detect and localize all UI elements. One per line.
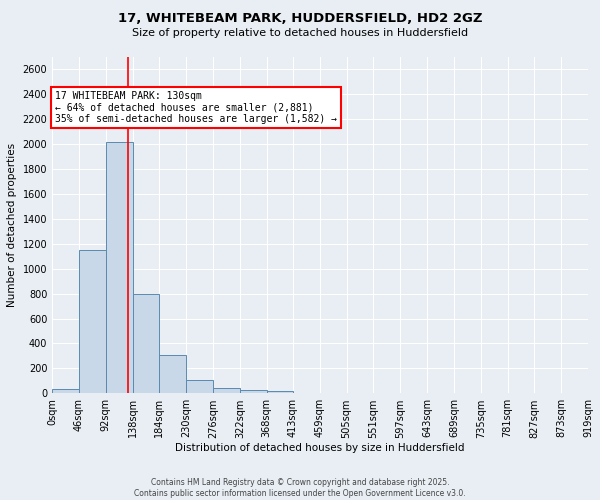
- Bar: [267, 391, 293, 394]
- Bar: [106, 142, 133, 394]
- Bar: [79, 250, 106, 394]
- Bar: [213, 388, 240, 394]
- X-axis label: Distribution of detached houses by size in Huddersfield: Distribution of detached houses by size …: [175, 443, 465, 453]
- Bar: [133, 294, 160, 394]
- Text: 17 WHITEBEAM PARK: 130sqm
← 64% of detached houses are smaller (2,881)
35% of se: 17 WHITEBEAM PARK: 130sqm ← 64% of detac…: [55, 90, 337, 124]
- Text: Size of property relative to detached houses in Huddersfield: Size of property relative to detached ho…: [132, 28, 468, 38]
- Bar: [240, 390, 267, 394]
- Text: Contains HM Land Registry data © Crown copyright and database right 2025.
Contai: Contains HM Land Registry data © Crown c…: [134, 478, 466, 498]
- Bar: [52, 389, 79, 394]
- Text: 17, WHITEBEAM PARK, HUDDERSFIELD, HD2 2GZ: 17, WHITEBEAM PARK, HUDDERSFIELD, HD2 2G…: [118, 12, 482, 26]
- Bar: [186, 380, 213, 394]
- Y-axis label: Number of detached properties: Number of detached properties: [7, 143, 17, 307]
- Bar: [160, 356, 186, 394]
